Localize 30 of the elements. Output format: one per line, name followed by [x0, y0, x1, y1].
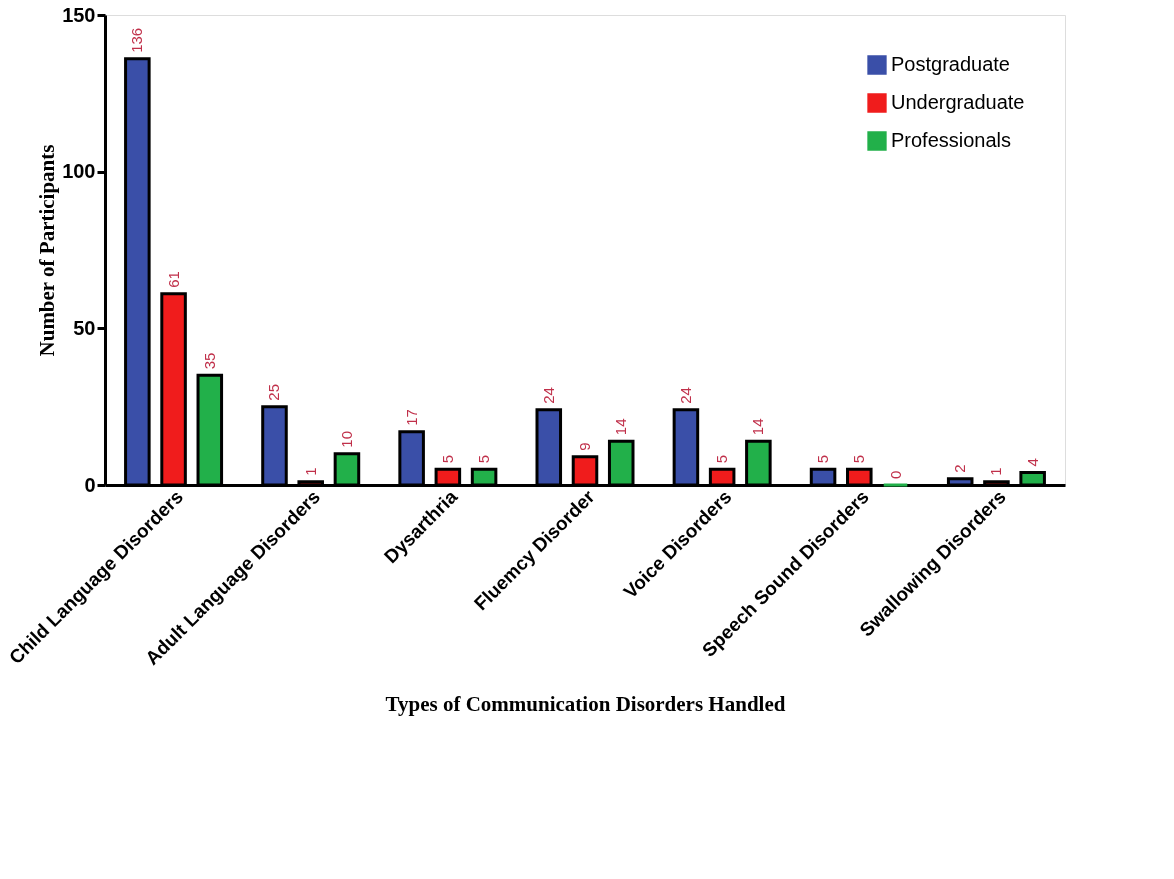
data-label: 25 [265, 383, 283, 401]
data-label: 5 [850, 454, 868, 464]
x-axis-title: Types of Communication Disorders Handled [385, 691, 786, 716]
data-label: 136 [128, 27, 146, 53]
data-label: 61 [164, 271, 182, 288]
data-label: 14 [612, 418, 630, 436]
data-label: 1 [301, 467, 319, 476]
legend-label: Professionals [891, 129, 1012, 151]
data-label: 5 [438, 454, 456, 464]
data-label: 1 [987, 467, 1005, 476]
data-label: 24 [676, 387, 694, 404]
legend-label: Undergraduate [891, 91, 1025, 113]
y-tick-label: 50 [73, 316, 96, 339]
data-label: 5 [713, 454, 731, 464]
legend-label: Postgraduate [891, 53, 1010, 75]
data-label: 24 [539, 387, 557, 404]
data-label: 0 [886, 470, 904, 479]
data-label: 5 [814, 454, 832, 464]
y-tick-label: 100 [62, 160, 96, 183]
data-label: 14 [749, 418, 767, 436]
data-label: 17 [402, 409, 420, 426]
data-label: 5 [475, 454, 493, 464]
y-tick-label: 150 [62, 3, 96, 26]
y-tick-label: 0 [84, 473, 96, 496]
data-label: 2 [951, 464, 969, 473]
data-label: 4 [1023, 458, 1041, 467]
data-label: 10 [337, 430, 355, 448]
data-label: 35 [200, 352, 218, 370]
data-label: 9 [576, 442, 593, 451]
y-axis-title: Number of Participants [35, 144, 60, 357]
